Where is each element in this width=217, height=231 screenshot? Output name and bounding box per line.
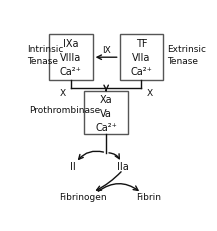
Text: Extrinsic
Tenase: Extrinsic Tenase bbox=[167, 45, 206, 66]
Text: IXa
VIIIa
Ca²⁺: IXa VIIIa Ca²⁺ bbox=[60, 39, 82, 77]
Text: Xa
Va
Ca²⁺: Xa Va Ca²⁺ bbox=[95, 94, 117, 132]
Text: Prothrombinase: Prothrombinase bbox=[29, 106, 100, 115]
Text: X: X bbox=[147, 88, 153, 97]
FancyBboxPatch shape bbox=[84, 92, 128, 134]
Text: Intrinsic
Tenase: Intrinsic Tenase bbox=[27, 45, 64, 66]
Text: Fibrin: Fibrin bbox=[136, 192, 161, 201]
Text: IIa: IIa bbox=[117, 161, 129, 171]
Text: TF
VIIa
Ca²⁺: TF VIIa Ca²⁺ bbox=[131, 39, 152, 77]
Text: II: II bbox=[70, 161, 75, 171]
FancyBboxPatch shape bbox=[120, 35, 163, 81]
Text: Fibrinogen: Fibrinogen bbox=[59, 192, 106, 201]
FancyBboxPatch shape bbox=[49, 35, 93, 81]
Text: IX: IX bbox=[102, 46, 110, 54]
Text: X: X bbox=[59, 88, 66, 97]
